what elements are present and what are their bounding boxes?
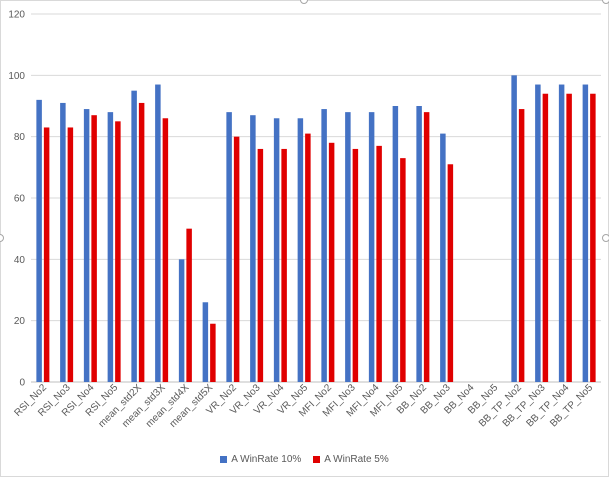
bar-winrate-10-mfi-no2 [321, 109, 327, 383]
bar-winrate-10-mfi-no4 [368, 112, 375, 382]
bar-winrate-5-vr-no2 [233, 136, 240, 382]
bar-winrate-5-vr-no5 [305, 133, 311, 382]
legend-label: A WinRate 10% [231, 454, 302, 465]
y-tick-label: 20 [14, 316, 26, 327]
legend-swatch [313, 456, 321, 463]
y-tick-label: 100 [8, 71, 25, 82]
bar-winrate-10-rsi-no5 [107, 112, 114, 382]
bar-winrate-5-vr-no3 [257, 148, 264, 382]
bar-winrate-10-mean-std5x [202, 302, 209, 382]
bar-winrate-5-rsi-no3 [67, 127, 74, 382]
bar-winrate-5-mean-std5x [210, 323, 216, 382]
bar-winrate-10-vr-no5 [297, 118, 304, 383]
bar-winrate-10-mfi-no3 [345, 112, 351, 382]
bar-winrate-5-mean-std2x [138, 102, 145, 382]
bar-winrate-5-bb-tp-no3 [542, 93, 549, 382]
bar-winrate-5-bb-tp-no5 [590, 93, 596, 382]
bar-winrate-10-bb-tp-no3 [535, 84, 541, 383]
chart-legend: A WinRate 10% A WinRate 5% [0, 454, 609, 466]
bar-winrate-5-mfi-no4 [376, 145, 382, 382]
bar-winrate-5-mfi-no2 [328, 142, 335, 382]
bar-winrate-10-rsi-no4 [83, 109, 90, 383]
bar-winrate-10-rsi-no3 [60, 102, 66, 382]
bar-winrate-10-mfi-no5 [392, 106, 399, 382]
y-tick-label: 80 [14, 132, 26, 143]
bar-winrate-5-rsi-no2 [43, 127, 50, 382]
bar-winrate-10-vr-no3 [250, 115, 256, 382]
bar-winrate-5-bb-no3 [447, 164, 454, 382]
legend-swatch [220, 456, 228, 463]
bar-winrate-5-bb-tp-no2 [518, 109, 525, 383]
bar-winrate-10-vr-no2 [226, 112, 232, 382]
bar-winrate-5-rsi-no4 [91, 115, 97, 382]
legend-item: A WinRate 5% [313, 454, 389, 465]
bar-winrate-10-mean-std3x [155, 84, 161, 383]
bar-winrate-10-bb-tp-no2 [511, 75, 517, 382]
bar-winrate-5-mean-std3x [162, 118, 169, 383]
bar-winrate-5-bb-no2 [423, 112, 430, 382]
legend-label: A WinRate 5% [324, 454, 389, 465]
bar-winrate-10-bb-no2 [416, 106, 422, 382]
y-tick-label: 0 [19, 378, 25, 389]
bar-winrate-5-rsi-no5 [115, 121, 121, 382]
bar-winrate-10-vr-no4 [273, 118, 280, 383]
y-tick-label: 120 [8, 10, 25, 21]
legend-item: A WinRate 10% [220, 454, 301, 465]
bar-winrate-10-mean-std4x [178, 259, 185, 382]
resize-handle-top-right[interactable] [602, 0, 609, 4]
bar-winrate-5-mfi-no3 [352, 148, 359, 382]
bar-winrate-10-bb-no3 [440, 133, 446, 382]
resize-handle-middle-right[interactable] [602, 234, 609, 242]
bar-winrate-10-rsi-no2 [36, 99, 42, 382]
y-tick-label: 60 [14, 194, 26, 205]
bar-winrate-5-bb-tp-no4 [566, 93, 572, 382]
bar-winrate-5-vr-no4 [281, 148, 287, 382]
bar-winrate-10-mean-std2x [131, 90, 137, 383]
bar-winrate-10-bb-tp-no5 [582, 84, 589, 383]
y-tick-label: 40 [14, 255, 26, 266]
bar-winrate-5-mfi-no5 [400, 158, 406, 382]
bar-winrate-5-mean-std4x [186, 228, 192, 382]
bar-winrate-10-bb-tp-no4 [558, 84, 565, 383]
